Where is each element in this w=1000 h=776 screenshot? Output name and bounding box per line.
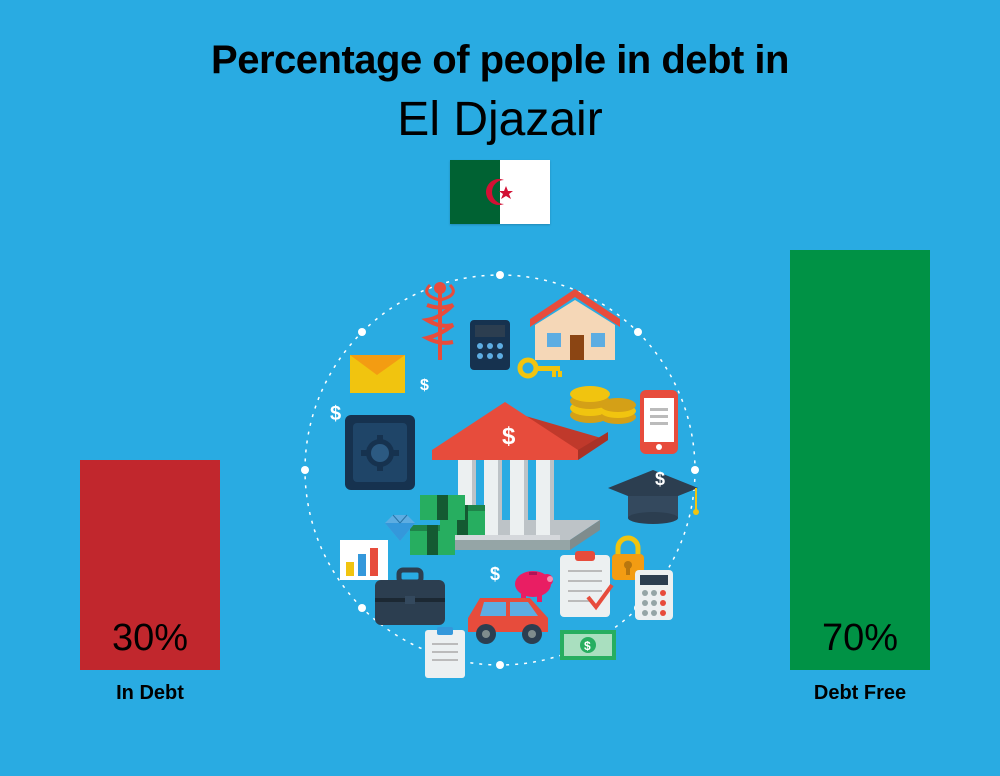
bar-debt-free-value: 70% — [790, 617, 930, 660]
bar-in-debt-label: In Debt — [80, 682, 220, 705]
bar-in-debt: 30% — [80, 460, 220, 670]
bar-debt-free: 70% — [790, 250, 930, 670]
title-line-1: Percentage of people in debt in — [0, 38, 1000, 83]
bar-in-debt-value: 30% — [80, 617, 220, 660]
bar-chart: 30% In Debt 70% Debt Free — [0, 250, 1000, 720]
flag-crescent-star-icon — [482, 174, 518, 210]
title-line-2: El Djazair — [0, 92, 1000, 147]
algeria-flag — [450, 160, 550, 224]
bar-debt-free-label: Debt Free — [790, 682, 930, 705]
